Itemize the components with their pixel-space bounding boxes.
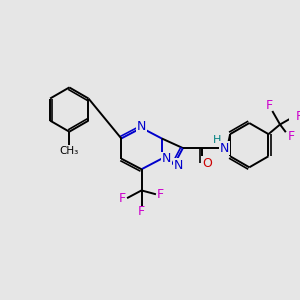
Text: F: F (288, 130, 295, 142)
Text: O: O (202, 157, 212, 170)
Text: N: N (162, 152, 171, 165)
Text: F: F (266, 99, 273, 112)
Text: F: F (119, 192, 126, 205)
Text: N: N (220, 142, 229, 154)
Text: F: F (157, 188, 164, 201)
Text: N: N (137, 120, 146, 134)
Text: CH₃: CH₃ (60, 146, 79, 156)
Text: N: N (173, 159, 183, 172)
Text: F: F (296, 110, 300, 123)
Text: F: F (138, 205, 145, 218)
Text: H: H (213, 135, 222, 146)
